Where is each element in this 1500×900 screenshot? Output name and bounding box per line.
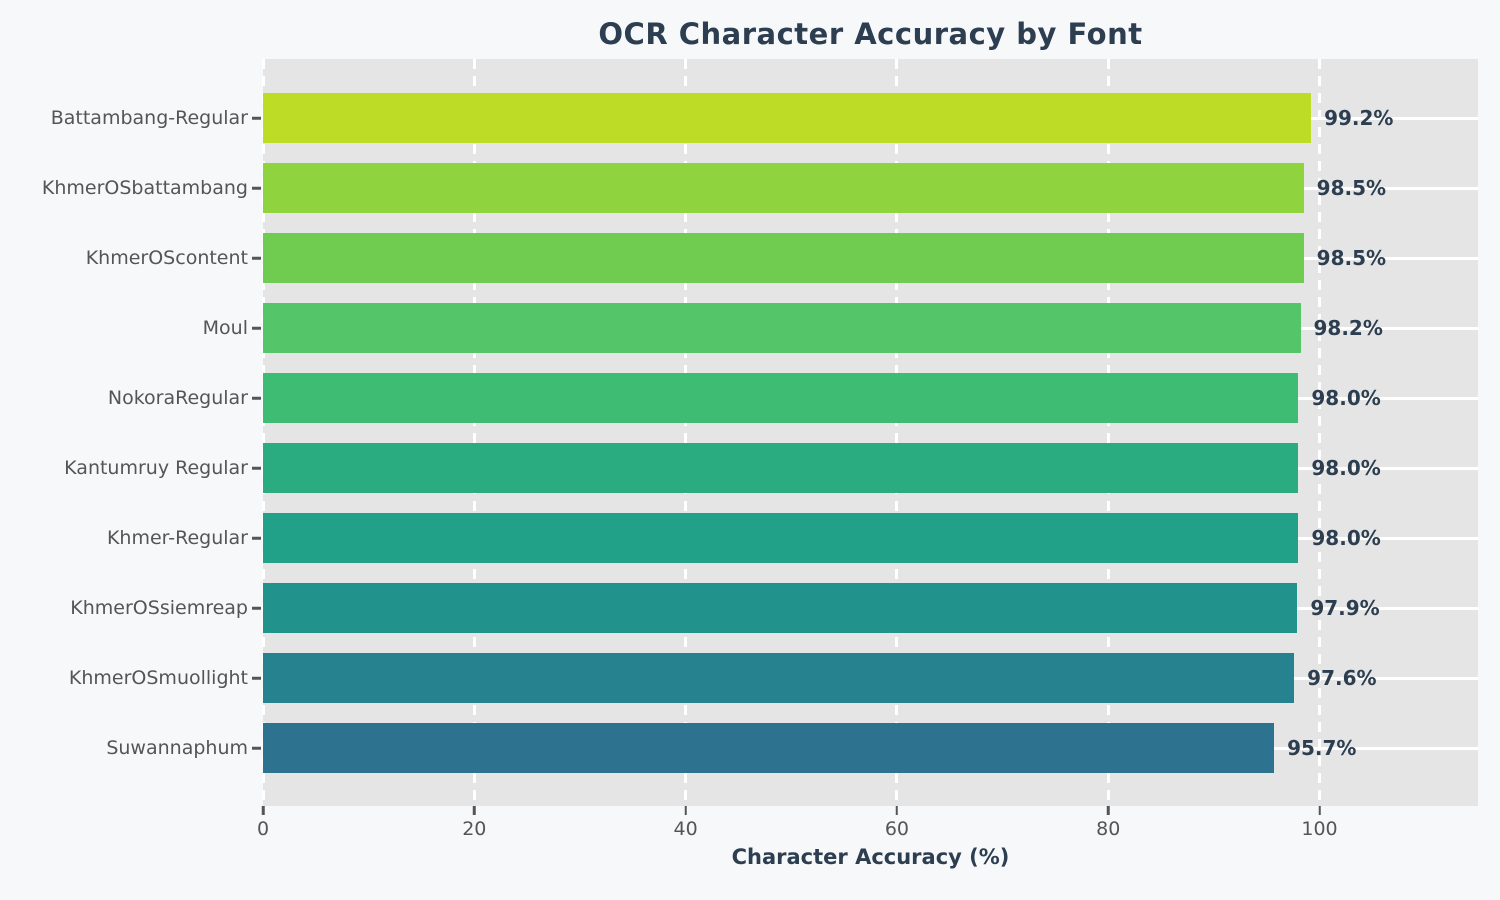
bar-kantumruy-regular	[263, 443, 1299, 493]
bar-value-label: 97.9%	[1310, 596, 1380, 620]
x-gridline	[261, 59, 265, 806]
y-tick-mark	[252, 536, 261, 540]
x-axis-title: Character Accuracy (%)	[731, 845, 1010, 869]
x-gridline	[684, 59, 688, 806]
bar-khmerosbattambang	[263, 163, 1304, 213]
bar-value-label: 98.5%	[1316, 176, 1387, 200]
x-gridline	[1106, 59, 1110, 806]
x-tick-label: 20	[462, 818, 487, 840]
bar-value-label: 98.0%	[1311, 386, 1381, 410]
x-tick-label: 80	[1096, 818, 1121, 840]
x-tick-mark	[261, 806, 265, 815]
x-gridline	[1318, 59, 1322, 806]
bar-khmerosmuollight	[263, 653, 1295, 703]
chart-title: OCR Character Accuracy by Font	[598, 17, 1143, 51]
x-gridline	[472, 59, 476, 806]
x-tick-mark	[1106, 806, 1110, 815]
y-tick-mark	[252, 326, 261, 330]
x-tick-label: 0	[256, 818, 270, 840]
x-tick-label: 60	[884, 818, 909, 840]
bar-value-label: 99.2%	[1324, 106, 1394, 130]
y-tick-mark	[252, 116, 261, 120]
x-tick-mark	[1318, 806, 1321, 815]
y-tick-mark	[252, 186, 261, 190]
y-tick-label: Suwannaphum	[106, 737, 248, 759]
bar-khmerossiemreap	[263, 583, 1298, 633]
y-tick-label: KhmerOScontent	[85, 247, 248, 269]
bar-battambang-regular	[263, 93, 1312, 143]
y-tick-mark	[252, 396, 261, 400]
bar-moul	[263, 303, 1301, 353]
y-tick-label: Khmer-Regular	[106, 527, 248, 549]
bar-value-label: 98.5%	[1316, 246, 1387, 270]
y-tick-mark	[252, 746, 261, 750]
bar-value-label: 98.0%	[1311, 526, 1381, 550]
bar-nokoraregular	[263, 373, 1299, 423]
y-tick-label: Battambang-Regular	[50, 107, 248, 129]
y-tick-label: KhmerOSsiemreap	[70, 597, 248, 619]
bar-value-label: 97.6%	[1307, 666, 1377, 690]
x-tick-mark	[684, 806, 687, 815]
y-tick-label: Kantumruy Regular	[64, 457, 248, 479]
x-tick-mark	[473, 806, 476, 815]
y-tick-mark	[252, 676, 261, 680]
bar-suwannaphum	[263, 723, 1275, 773]
y-tick-label: KhmerOSmuollight	[68, 667, 248, 689]
x-tick-mark	[895, 806, 899, 815]
y-tick-label: Moul	[202, 317, 248, 339]
bar-value-label: 98.2%	[1313, 316, 1383, 340]
y-tick-mark	[252, 256, 261, 260]
plot-area: 99.2% 98.5% 98.5% 98.2% 98.0% 98.0% 98.0% 97.9%…	[261, 59, 1478, 806]
bar-value-label: 98.0%	[1311, 456, 1381, 480]
x-tick-label: 40	[673, 818, 698, 840]
y-tick-mark	[252, 466, 261, 470]
bar-khmer-regular	[263, 513, 1299, 563]
x-gridline	[895, 59, 899, 806]
y-tick-label: NokoraRegular	[107, 387, 248, 409]
x-tick-label: 100	[1301, 818, 1338, 840]
y-tick-label: KhmerOSbattambang	[41, 177, 248, 199]
y-tick-mark	[252, 606, 261, 610]
bar-khmeroscontent	[263, 233, 1304, 283]
bar-value-label: 95.7%	[1287, 736, 1357, 760]
